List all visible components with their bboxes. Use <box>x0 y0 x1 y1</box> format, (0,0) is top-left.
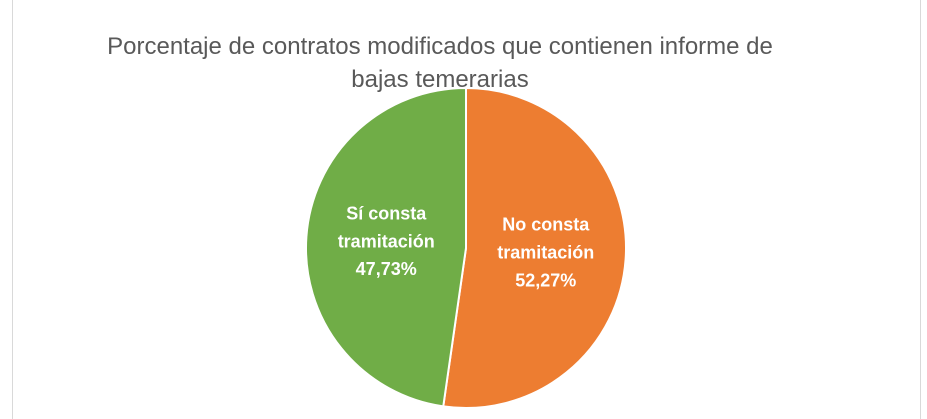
chart-title: Porcentaje de contratos modificados que … <box>107 33 773 93</box>
pie-slice <box>442 86 627 409</box>
value-label: 47,73% <box>356 259 417 279</box>
slice-label: Sí consta tramitación 47,73% <box>338 203 435 279</box>
value-label: 52,27% <box>515 270 576 290</box>
category-label: No consta tramitación <box>497 214 594 262</box>
pie-slice <box>305 86 467 408</box>
slice-label: No consta tramitación 52,27% <box>497 214 594 290</box>
category-label: Sí consta tramitación <box>338 203 435 251</box>
